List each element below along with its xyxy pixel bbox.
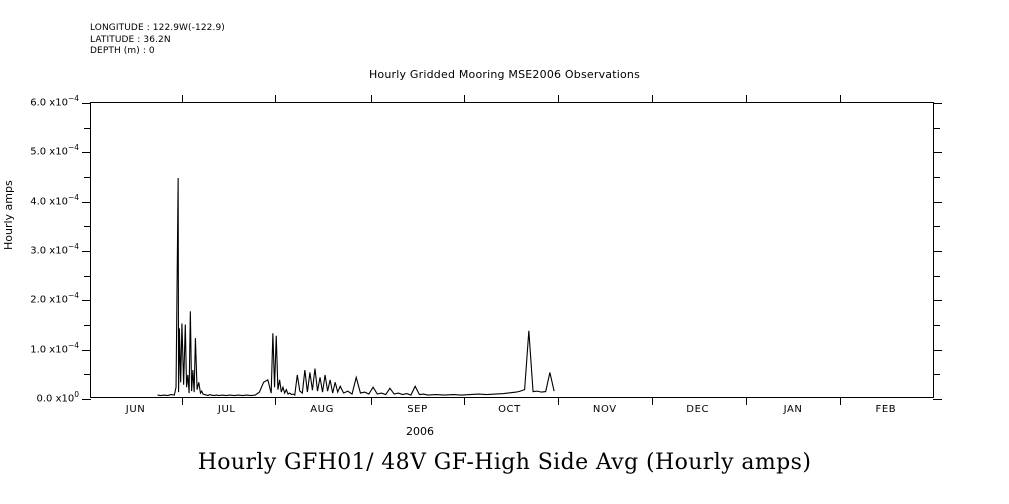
x-axis-top-tick [558,95,560,103]
y-axis-major-tick [82,103,91,104]
x-axis-tick [746,397,748,405]
x-axis-top-tick [182,95,184,103]
y-axis-tick-label: 4.0 x10−4 [30,192,79,208]
y-axis-right-tick [933,325,940,326]
x-axis-month-label: OCT [498,404,521,415]
depth-text: DEPTH (m) : 0 [90,46,155,56]
y-axis-right-tick [933,226,940,228]
y-axis-tick-label: 2.0 x10−4 [30,291,79,306]
y-axis-minor-tick [84,177,91,178]
figure-caption: Hourly GFH01/ 48V GF-High Side Avg (Hour… [197,450,812,475]
y-axis-title: Hourly amps [2,180,15,250]
y-axis-major-tick [82,201,91,203]
x-axis-top-tick [652,95,654,103]
x-axis-tick [370,397,372,405]
y-axis-minor-tick [84,127,91,129]
x-axis-top-tick [370,95,372,103]
y-axis-right-tick [933,152,942,154]
x-axis-month-label: JAN [783,404,803,415]
y-axis-major-tick [82,300,91,302]
y-axis-tick-label: 5.0 x10−4 [30,143,79,158]
y-axis-major-tick [82,349,91,351]
y-axis-right-tick [933,275,940,277]
x-axis-tick [652,397,654,405]
x-axis-tick [464,397,466,405]
y-axis-right-tick [933,103,942,104]
y-axis-right-tick [933,127,940,129]
y-axis-minor-tick [84,226,91,228]
y-axis-tick-label: 6.0 x10−4 [30,94,79,109]
x-axis-month-label: JUL [217,404,236,415]
y-axis-right-tick [933,251,942,252]
y-axis-major-tick [82,152,91,154]
x-axis-top-tick [840,95,842,103]
x-axis-top-tick [464,95,466,103]
x-axis-month-label: FEB [875,404,897,415]
y-axis-right-tick [933,374,940,376]
station-metadata: LONGITUDE : 122.9W(-122.9) LATITUDE : 36… [90,23,225,58]
y-axis-major-tick [82,251,91,252]
x-axis-month-label: DEC [686,404,710,415]
x-axis-top-tick [275,95,277,103]
x-axis-tick [558,397,560,405]
y-axis-major-tick [82,399,91,400]
y-axis-right-tick [933,399,942,400]
y-axis-minor-tick [84,325,91,326]
x-axis-month-label: SEP [407,404,428,415]
y-axis-tick-label: 1.0 x10−4 [30,340,79,356]
x-axis-month-label: AUG [310,404,334,415]
data-series-line [91,103,933,397]
plot-area: 0.0 x100 1.0 x10−4 2.0 x10−4 3.0 x10−4 4.0 x… [30,95,942,405]
x-axis-top-tick [746,95,748,103]
y-axis-minor-tick [84,374,91,376]
latitude-text: LATITUDE : 36.2N [90,34,171,45]
x-axis-month-label: JUN [125,404,146,415]
x-axis-tick [182,397,184,405]
longitude-text: LONGITUDE : 122.9W(-122.9) [90,23,225,33]
x-axis-tick [840,397,842,405]
x-axis-title: 2006 [406,425,434,438]
x-axis-month-label: NOV [592,404,617,415]
y-axis-right-tick [933,177,940,178]
y-axis-right-tick [933,300,942,302]
y-axis-tick-label: 3.0 x10−4 [30,242,79,257]
y-axis-right-tick [933,349,942,351]
x-axis-tick [275,397,277,405]
y-axis-tick-label: 0.0 x100 [36,390,79,405]
chart-title: Hourly Gridded Mooring MSE2006 Observati… [368,68,641,81]
y-axis-right-tick [933,201,942,203]
y-axis-minor-tick [84,275,91,277]
